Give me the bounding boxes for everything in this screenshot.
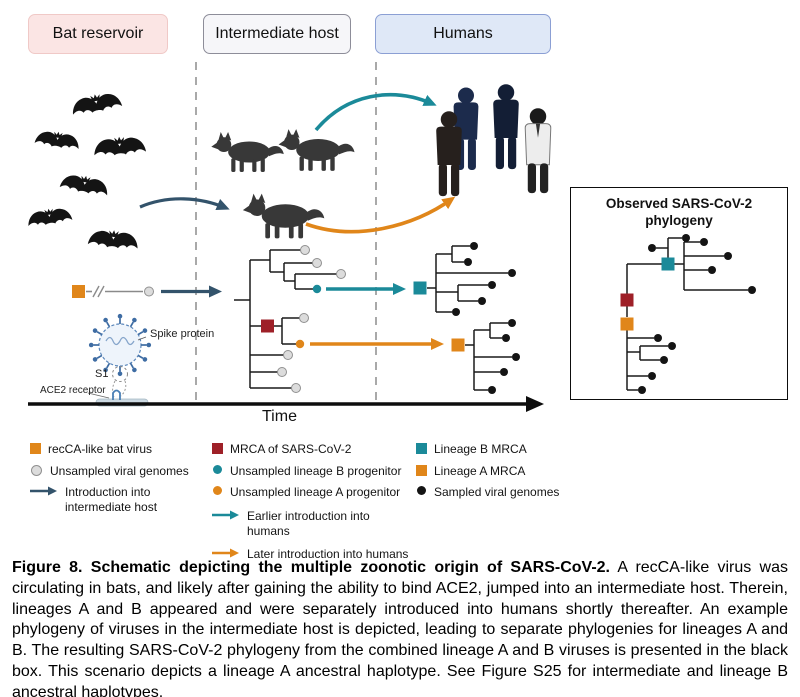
observed-phylogeny-box: Observed SARS-CoV-2 phylogeny (570, 187, 788, 400)
legend-column-1: recCA-like bat virus Unsampled viral gen… (30, 442, 198, 522)
recca-lineage (72, 285, 222, 298)
recca-square-icon (30, 443, 41, 454)
observed-mrca-square (620, 293, 634, 307)
legend-item-mrca: MRCA of SARS-CoV-2 (212, 442, 414, 457)
introduction-arrow-icon (30, 486, 57, 496)
legend-item-earlier-introduction: Earlier introduction into humans (212, 509, 414, 538)
legend-label: Unsampled viral genomes (50, 463, 189, 478)
lineage-b-square-icon (416, 443, 427, 454)
observed-phylogeny-tree (620, 234, 756, 394)
header-intermediate-host-label: Intermediate host (215, 25, 339, 42)
bats-group (26, 90, 147, 250)
lineage-a-square-icon (416, 464, 427, 476)
legend-item-lineage-a-mrca: Lineage A MRCA (416, 464, 592, 479)
later-introduction-arrow-icon (212, 548, 239, 558)
time-axis-label: Time (262, 408, 297, 425)
ace2-receptor-shape (112, 389, 121, 400)
lineage-a-progenitor-dot (295, 339, 305, 349)
lineage-b-progenitor-dot (312, 284, 322, 294)
teal-dot-icon (213, 464, 222, 474)
black-dot-icon (417, 486, 426, 496)
schematic-artwork (26, 62, 756, 412)
legend-label: MRCA of SARS-CoV-2 (230, 442, 352, 456)
ace2-receptor-label: ACE2 receptor (40, 385, 106, 396)
legend-label: Earlier introduction into humans (247, 508, 370, 538)
header-humans-label: Humans (433, 25, 493, 42)
figure-caption-bold: Figure 8. Schematic depicting the multip… (12, 559, 610, 576)
figure-caption: Figure 8. Schematic depicting the multip… (12, 558, 788, 697)
legend-label: Unsampled lineage A progenitor (230, 485, 401, 500)
column-dividers (195, 62, 377, 406)
legend-item-intro-intermediate: Introduction into intermediate host (30, 485, 198, 514)
legend-label: Sampled viral genomes (434, 485, 560, 500)
mrca-square (261, 319, 274, 333)
doctor-figure (524, 108, 552, 194)
earlier-introduction-arrow (314, 92, 437, 132)
lineage-b-phylogeny (413, 242, 516, 316)
legend-column-3: Lineage B MRCA Lineage A MRCA Sampled vi… (416, 442, 592, 507)
lineage-b-mrca-square (413, 281, 427, 295)
legend-item-sampled-genomes: Sampled viral genomes (416, 485, 592, 500)
legend-item-later-introduction: Later introduction into humans (212, 547, 414, 562)
header-bat-reservoir-label: Bat reservoir (52, 25, 144, 42)
bat-to-intermediate-arrow (139, 197, 230, 211)
figure-caption-text: A recCA-like virus was circulating in ba… (12, 559, 788, 697)
observed-lineage-a-mrca-square (620, 317, 634, 331)
legend-label: Later introduction into humans (247, 547, 409, 562)
intermediate-phylogeny (234, 245, 346, 393)
header-bat-reservoir: Bat reservoir (28, 14, 168, 54)
legend-item-lineage-b-mrca: Lineage B MRCA (416, 442, 592, 457)
s1-highlight-circle (112, 366, 128, 382)
transmission-arrows (139, 92, 456, 234)
intermediate-animals-group (211, 129, 355, 239)
legend-item-recca-virus: recCA-like bat virus (30, 442, 198, 457)
spike-protein-label: Spike protein (150, 328, 215, 340)
observed-phylogeny-title: Observed SARS-CoV-2 phylogeny (605, 196, 753, 228)
earlier-introduction-arrow-icon (212, 510, 239, 520)
legend-label: Introduction into intermediate host (65, 485, 158, 514)
header-humans: Humans (375, 14, 551, 54)
legend-column-2: MRCA of SARS-CoV-2 Unsampled lineage B p… (212, 442, 414, 569)
lineage-a-mrca-square (451, 338, 465, 352)
gray-circle-icon (31, 464, 42, 476)
legend-item-lineage-b-progenitor: Unsampled lineage B progenitor (212, 464, 414, 479)
s1-label: S1 (95, 368, 109, 380)
legend-label: Unsampled lineage B progenitor (230, 463, 402, 478)
legend-item-lineage-a-progenitor: Unsampled lineage A progenitor (212, 485, 414, 500)
schematic-panel: Bat reservoir Intermediate host Humans S… (26, 14, 788, 561)
legend-label: Lineage A MRCA (434, 463, 526, 478)
observed-lineage-b-mrca-square (661, 257, 675, 271)
orange-dot-icon (213, 486, 222, 496)
later-introduction-arrow (305, 196, 456, 234)
legend-item-unsampled-genomes: Unsampled viral genomes (30, 464, 198, 479)
lineage-a-phylogeny (451, 319, 520, 394)
legend-label: Lineage B MRCA (434, 442, 527, 456)
header-intermediate-host: Intermediate host (203, 14, 351, 54)
mrca-square-icon (212, 443, 223, 454)
humans-group (436, 84, 552, 197)
legend-label: recCA-like bat virus (48, 442, 153, 456)
